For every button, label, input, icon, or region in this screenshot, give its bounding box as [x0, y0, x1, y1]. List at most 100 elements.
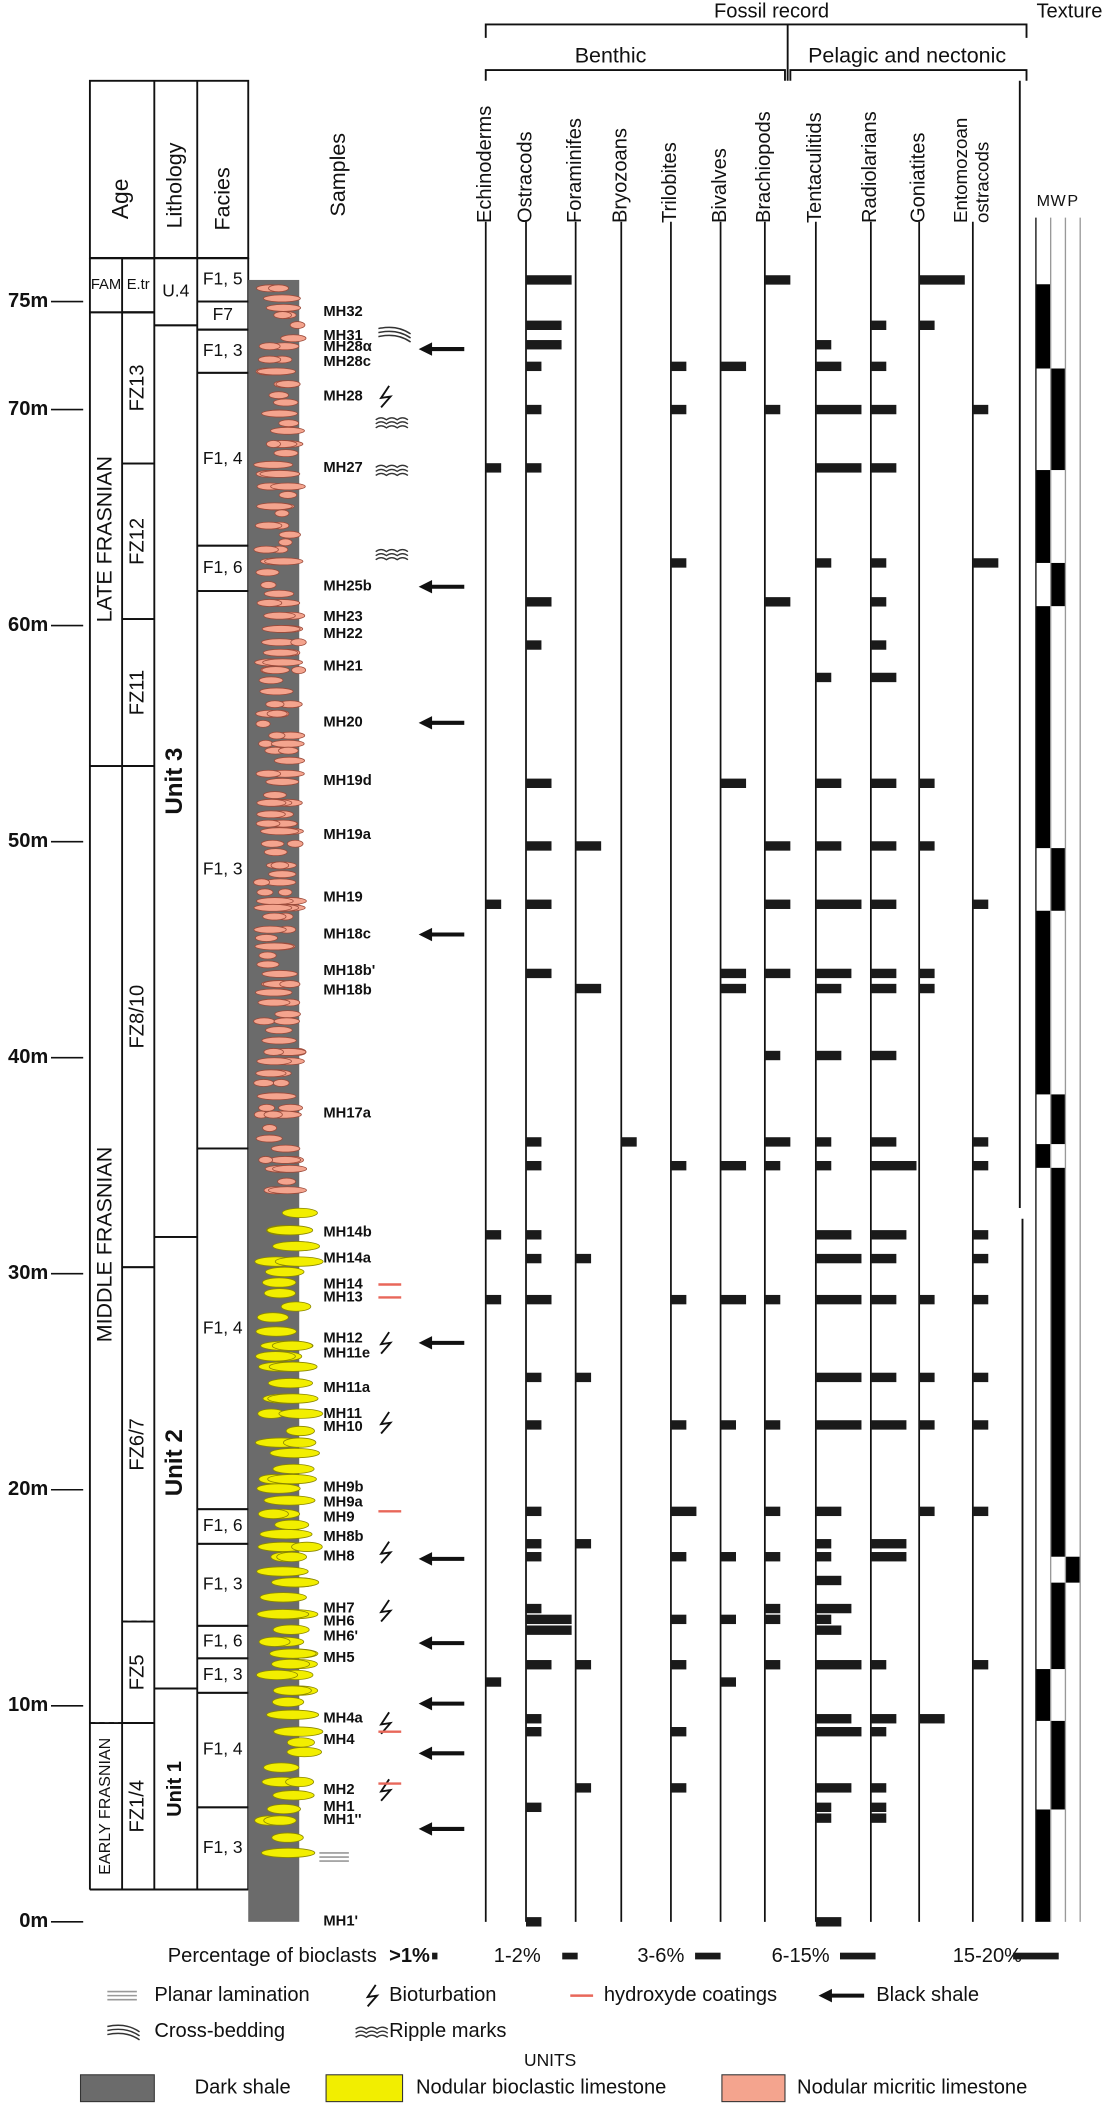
sample-label: MH21: [323, 659, 362, 675]
abundance-bar: [815, 340, 832, 350]
sample-label: MH17a: [323, 1106, 371, 1122]
sample-label: MH2: [323, 1782, 354, 1798]
abundance-bar: [764, 1050, 781, 1061]
sample-label: MH1': [323, 1914, 358, 1930]
nodule: [272, 1241, 321, 1252]
nodule: [256, 1092, 297, 1101]
abundance-bar: [870, 983, 897, 994]
abundance-bar: [870, 1294, 897, 1305]
y-tick-label: 20m: [8, 1478, 48, 1500]
structure-symbol: [379, 1711, 393, 1735]
nodule: [278, 530, 301, 539]
nodule: [259, 1529, 313, 1540]
structure-legend-label: Ripple marks: [389, 2020, 506, 2042]
abundance-bar: [919, 1372, 935, 1383]
abundance-bar: [575, 983, 602, 994]
zone-label: FZ8/10: [127, 985, 149, 1049]
nodule: [278, 419, 299, 428]
abundance-bar: [972, 1660, 989, 1670]
abundance-bar: [815, 672, 832, 683]
sample-label: MH11a: [323, 1380, 371, 1396]
sample-label: MH14b: [323, 1225, 371, 1241]
nodule: [273, 756, 306, 765]
abundance-bar: [870, 778, 897, 788]
abundance-bar: [815, 404, 862, 415]
abundance-bar: [764, 1552, 781, 1562]
abundance-bar: [764, 597, 791, 607]
abundance-class-label: 1-2%: [494, 1945, 541, 1967]
nodule: [278, 746, 299, 755]
y-tick-label: 75m: [8, 290, 48, 312]
pelagic-header: Pelagic and nectonic: [808, 43, 1006, 67]
abundance-bar: [526, 1539, 542, 1549]
sample-label: MH7: [323, 1600, 354, 1616]
abundance-bar: [870, 1783, 887, 1793]
facies-label: F1, 4: [203, 1739, 243, 1759]
abundance-bar: [575, 1660, 592, 1670]
abundance-bar: [575, 1372, 592, 1383]
facies-label: F1, 6: [203, 1631, 243, 1651]
nodule: [270, 861, 290, 870]
abundance-bar: [870, 1253, 897, 1264]
y-tick-label: 50m: [8, 830, 48, 852]
facies-label: F1, 4: [203, 448, 243, 468]
facies-label: F1, 6: [203, 557, 243, 577]
structure-symbol: [379, 1411, 393, 1435]
texture-fill: [1050, 1167, 1066, 1557]
nodule: [265, 777, 300, 786]
nodule: [262, 658, 304, 667]
abundance-bar: [815, 1603, 852, 1614]
abundance-bar: [919, 275, 965, 285]
texture-header: Texture: [1036, 1, 1102, 23]
abundance-bar: [870, 1137, 897, 1147]
abundance-bar: [720, 1420, 737, 1430]
abundance-bar: [485, 1294, 502, 1305]
nodule: [258, 739, 274, 748]
nodule: [263, 848, 288, 857]
sym-part: [418, 716, 433, 730]
sample-label: MH20: [323, 715, 362, 731]
sym-part: [355, 2026, 389, 2031]
abundance-bar: [972, 558, 999, 568]
nodule: [260, 827, 300, 836]
y-tick-label: 0m: [19, 1910, 48, 1932]
nodule: [261, 625, 301, 633]
abundance-bar: [670, 1660, 687, 1670]
nodule: [271, 1832, 304, 1843]
abundance-bar: [670, 558, 687, 568]
nodule: [262, 1124, 278, 1132]
structure-symbol: [379, 1331, 393, 1355]
nodule: [278, 888, 293, 897]
nodule: [273, 398, 299, 407]
sample-label: MH27: [323, 460, 362, 476]
nodule: [272, 1463, 315, 1475]
sample-label: MH9b: [323, 1479, 363, 1495]
nodule: [253, 545, 279, 554]
nodule: [278, 491, 298, 499]
abundance-bar: [526, 1420, 542, 1430]
unit-swatch: [721, 2074, 786, 2103]
y-tick-label: 60m: [8, 614, 48, 636]
abundance-bar: [670, 404, 687, 415]
abundance-bar: [919, 983, 935, 994]
sample-label: MH28c: [323, 354, 371, 370]
abundance-bar: [720, 968, 747, 979]
abundance-bar: [526, 404, 542, 415]
y-tick-label: 30m: [8, 1262, 48, 1284]
abundance-bar: [575, 1253, 592, 1264]
nodule: [266, 1803, 301, 1815]
structure-legend-label: Cross-bedding: [154, 2020, 285, 2042]
abundance-title: Percentage of bioclasts: [168, 1945, 377, 1967]
sym-part: [418, 1336, 433, 1350]
stage-label: MIDDLE FRASNIAN: [93, 1147, 117, 1343]
fossil-name: Foraminifes: [564, 118, 586, 223]
sym-part: [378, 330, 412, 339]
abundance-bar: [526, 361, 542, 372]
sym-part: [418, 1696, 433, 1711]
nodule: [282, 1437, 317, 1448]
abundance-bar: [815, 1813, 832, 1823]
nodule: [260, 839, 285, 848]
abundance-bar: [670, 1160, 687, 1171]
abundance-class-label: 3-6%: [637, 1945, 684, 1967]
texture-fill: [1035, 470, 1051, 563]
